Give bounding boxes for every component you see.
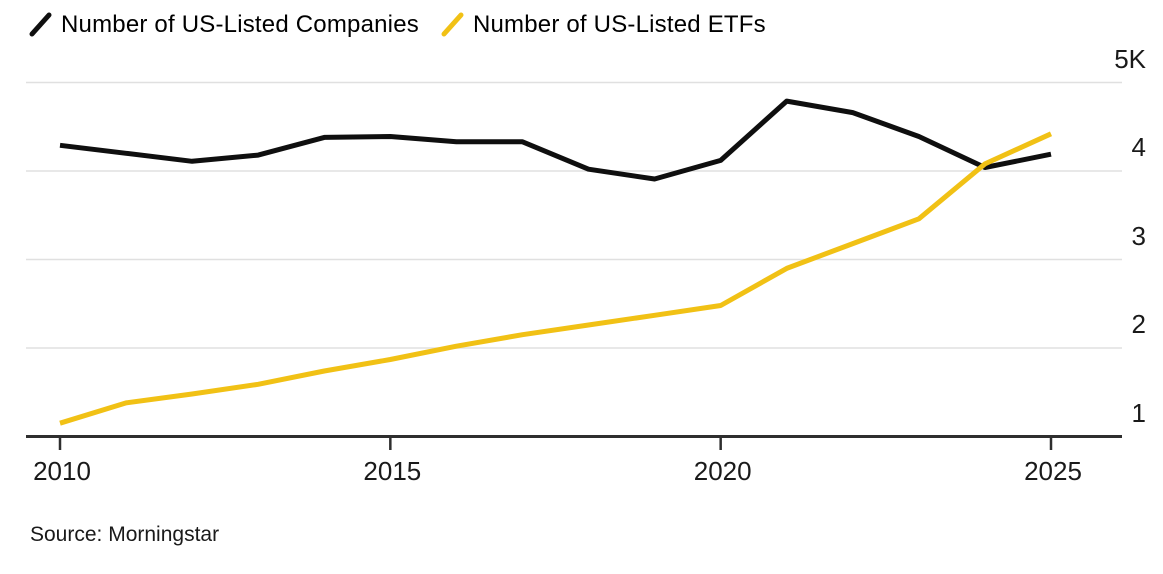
legend-item-companies: Number of US-Listed Companies	[28, 10, 419, 40]
y-tick-label: 2	[1131, 309, 1146, 339]
x-tick-label: 2015	[363, 456, 422, 486]
x-tick-label: 2010	[33, 456, 91, 486]
y-tick-label: 4	[1131, 132, 1146, 162]
source-note: Source: Morningstar	[30, 523, 220, 546]
line-segment-icon	[441, 12, 464, 37]
y-tick-label: 1	[1131, 397, 1146, 428]
y-tick-label: 3	[1131, 220, 1146, 251]
legend-label-etfs: Number of US-Listed ETFs	[472, 11, 766, 38]
series-line-etfs	[59, 131, 1053, 426]
series-line-companies	[59, 98, 1052, 182]
line-segment-icon	[29, 12, 52, 37]
y-tick-label: 5K	[1114, 43, 1146, 74]
legend-label-companies: Number of US-Listed Companies	[61, 11, 419, 38]
legend: Number of US-Listed Companies Number of …	[28, 10, 766, 40]
x-tick-label: 2020	[693, 456, 752, 486]
legend-item-etfs: Number of US-Listed ETFs	[440, 10, 766, 40]
x-tick-label: 2025	[1024, 456, 1082, 486]
